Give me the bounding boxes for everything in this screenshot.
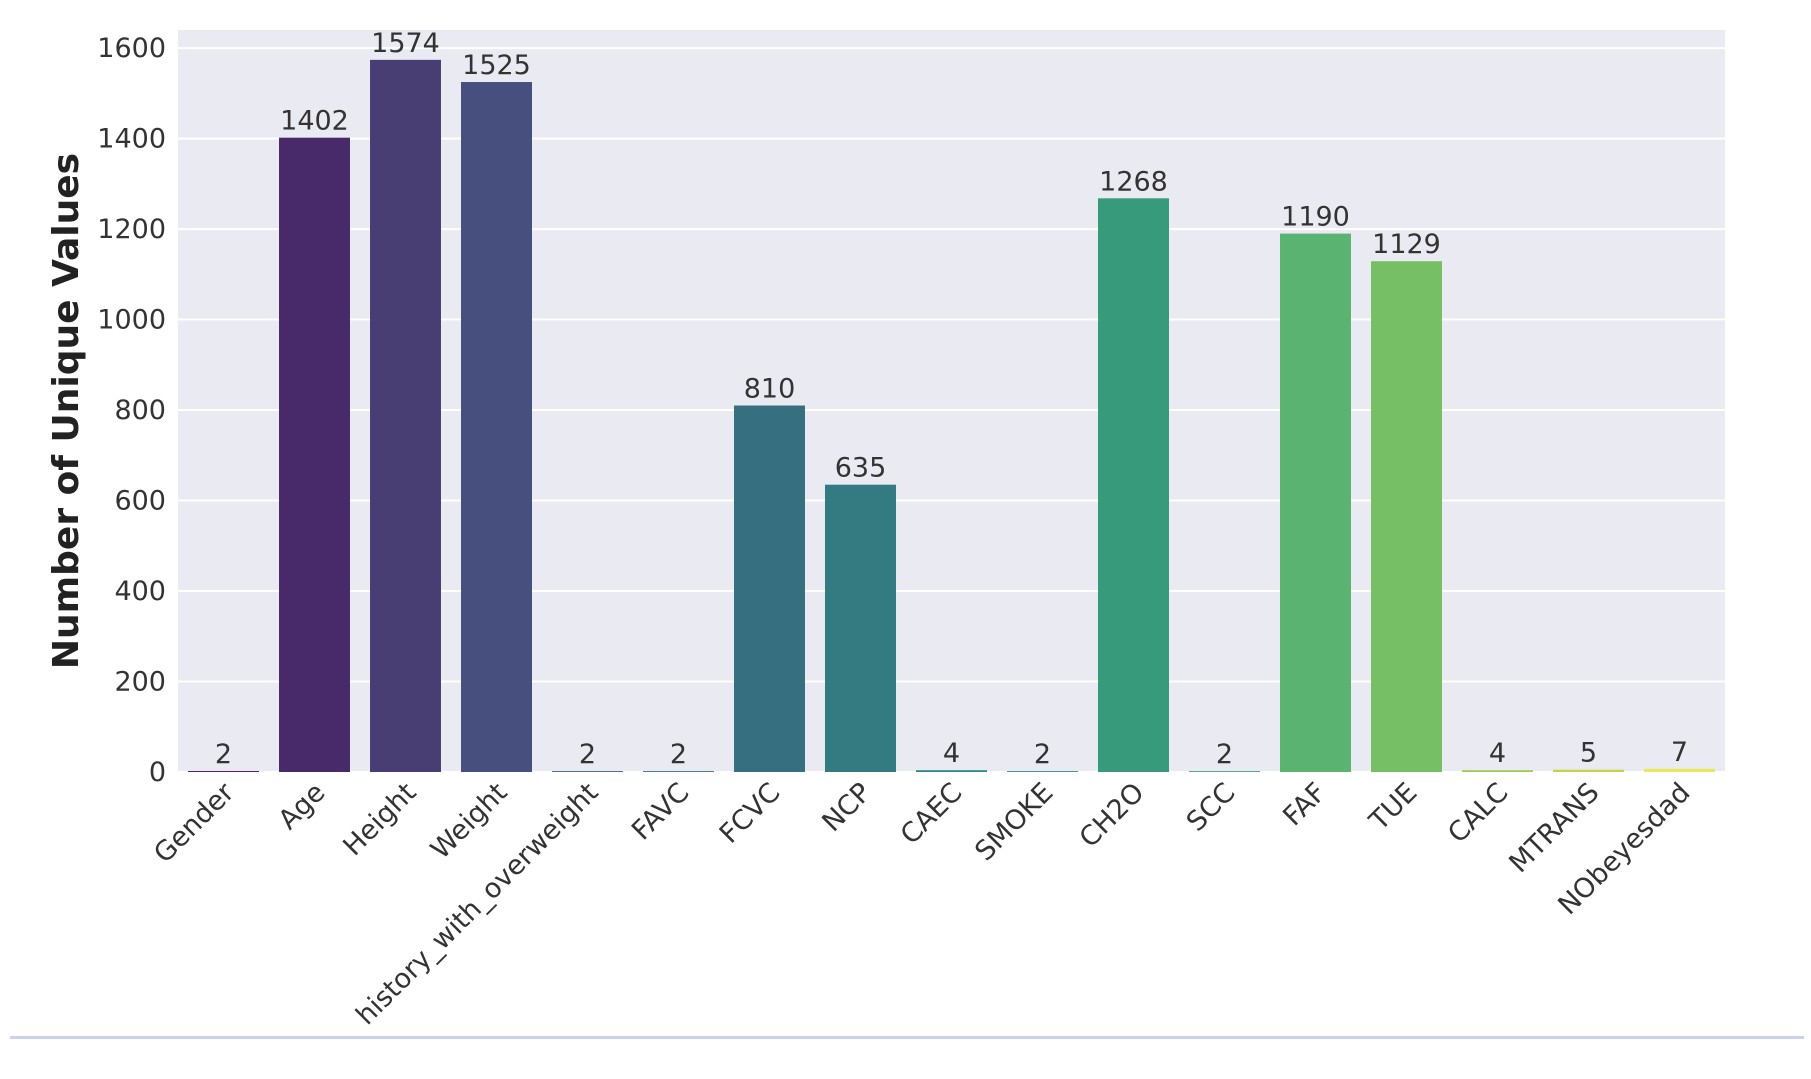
y-tick-label: 1200 bbox=[97, 214, 166, 245]
x-tick-label: NCP bbox=[816, 777, 877, 838]
y-tick-label: 600 bbox=[114, 486, 166, 517]
bar-scc bbox=[1189, 771, 1260, 772]
y-tick-label: 200 bbox=[114, 667, 166, 698]
value-label: 635 bbox=[835, 453, 887, 484]
value-label: 1129 bbox=[1372, 229, 1441, 260]
x-tick-label: Gender bbox=[148, 776, 241, 869]
y-axis-title: Number of Unique Values bbox=[46, 153, 87, 669]
y-tick-label: 0 bbox=[149, 757, 166, 788]
y-tick-label: 1000 bbox=[97, 305, 166, 336]
bar-tue bbox=[1371, 261, 1442, 772]
x-tick-label: Height bbox=[337, 777, 422, 862]
value-label: 4 bbox=[1489, 738, 1506, 769]
value-label: 2 bbox=[1216, 739, 1233, 770]
bar-ncp bbox=[825, 484, 896, 772]
value-label: 1574 bbox=[371, 28, 440, 59]
value-label: 810 bbox=[744, 374, 796, 405]
value-label: 2 bbox=[215, 739, 232, 770]
bar-smoke bbox=[1007, 771, 1078, 772]
x-tick-label: FAVC bbox=[626, 777, 695, 846]
x-tick-label: CAEC bbox=[895, 777, 969, 851]
bar-mtrans bbox=[1553, 769, 1624, 772]
value-label: 4 bbox=[943, 738, 960, 769]
x-tick-label: CALC bbox=[1442, 777, 1514, 849]
bar-caec bbox=[916, 770, 987, 772]
y-tick-label: 1400 bbox=[97, 124, 166, 155]
y-tick-label: 800 bbox=[114, 395, 166, 426]
bar-gender bbox=[188, 771, 259, 772]
value-label: 1190 bbox=[1281, 202, 1350, 233]
bar-ch2o bbox=[1098, 198, 1169, 772]
x-tick-label: CH2O bbox=[1074, 777, 1151, 854]
bar-nobeyesdad bbox=[1644, 768, 1715, 772]
value-label: 7 bbox=[1671, 737, 1688, 768]
x-tick-label: SMOKE bbox=[969, 777, 1059, 867]
value-label: 2 bbox=[1034, 739, 1051, 770]
value-label: 5 bbox=[1580, 738, 1597, 769]
bar-weight bbox=[461, 82, 532, 772]
x-tick-label: FAF bbox=[1277, 777, 1332, 832]
bar-family-history-with-overweight bbox=[552, 771, 623, 772]
bar-faf bbox=[1280, 233, 1351, 773]
value-label: 1402 bbox=[280, 106, 349, 137]
bar-favc bbox=[643, 771, 714, 772]
value-label: 2 bbox=[670, 739, 687, 770]
x-tick-label: Weight bbox=[425, 777, 513, 865]
x-tick-label: SCC bbox=[1181, 777, 1242, 838]
x-tick-label: Age bbox=[273, 777, 332, 836]
value-label: 2 bbox=[579, 739, 596, 770]
bar-age bbox=[279, 137, 350, 772]
bar-height bbox=[370, 59, 441, 773]
x-tick-label: TUE bbox=[1363, 777, 1423, 837]
x-tick-label: FCVC bbox=[714, 777, 787, 850]
bar-calc bbox=[1462, 770, 1533, 772]
bar-fcvc bbox=[734, 405, 805, 772]
bottom-divider bbox=[10, 1036, 1804, 1039]
y-tick-label: 1600 bbox=[97, 33, 166, 64]
value-label: 1525 bbox=[462, 50, 531, 81]
value-label: 1268 bbox=[1099, 166, 1168, 197]
y-tick-label: 400 bbox=[114, 576, 166, 607]
